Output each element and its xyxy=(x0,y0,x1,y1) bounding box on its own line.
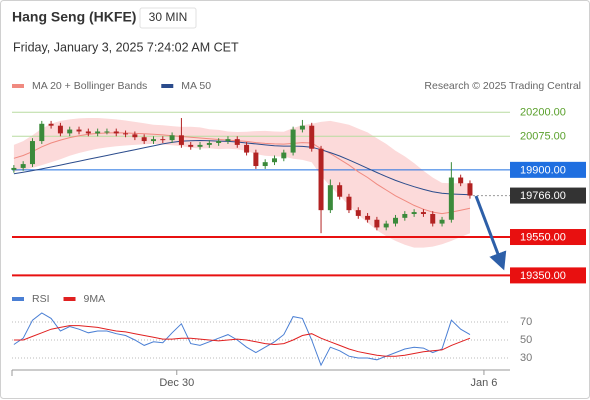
candle-body xyxy=(20,164,26,168)
level-label: 19350.00 xyxy=(520,270,566,282)
candle-body xyxy=(430,213,436,224)
candle-body xyxy=(57,125,63,134)
candle-body xyxy=(150,139,156,142)
candle-body xyxy=(374,219,380,228)
candle-body xyxy=(104,131,110,133)
level-label: 19766.00 xyxy=(520,190,566,202)
candle-body xyxy=(458,177,464,184)
legend-label: MA 50 xyxy=(181,80,211,92)
candle-body xyxy=(141,137,147,142)
title: Hang Seng (HKFE) xyxy=(12,9,136,25)
candle-body xyxy=(123,133,129,135)
level-label: 19900.00 xyxy=(520,164,566,176)
candle-body xyxy=(160,139,166,141)
candle-body xyxy=(95,131,101,134)
candle-body xyxy=(318,148,324,211)
candle-body xyxy=(76,129,82,132)
legend-label: 9MA xyxy=(84,293,106,305)
level-box xyxy=(510,229,586,246)
candle-body xyxy=(309,125,315,149)
candle-body xyxy=(355,210,361,216)
candle-body xyxy=(439,219,445,224)
level-label: 20200.00 xyxy=(520,107,566,119)
candle-body xyxy=(262,162,268,167)
y-tick-label: 50 xyxy=(520,334,532,346)
candle-body xyxy=(197,144,203,147)
bollinger-band xyxy=(13,118,471,248)
legend-swatch xyxy=(161,84,174,88)
candle-body xyxy=(113,131,119,134)
ma-line xyxy=(13,139,471,196)
candle-body xyxy=(178,135,184,145)
candle-body xyxy=(244,144,250,153)
candle-body xyxy=(337,185,343,197)
indicator-line xyxy=(13,312,471,367)
timeframe: 30 MIN xyxy=(149,10,188,24)
candle-body xyxy=(299,125,305,130)
y-tick-label: 70 xyxy=(520,316,532,328)
candle-body xyxy=(281,152,287,159)
candle-body xyxy=(327,185,333,211)
candle-body xyxy=(253,152,259,167)
candle-body xyxy=(402,213,408,218)
legend-label: MA 20 + Bollinger Bands xyxy=(32,80,147,92)
ma-line xyxy=(13,132,471,215)
x-tick-label: Jan 6 xyxy=(470,377,497,389)
candle-body xyxy=(234,139,240,145)
x-tick-label: Dec 30 xyxy=(159,377,194,389)
candle-body xyxy=(188,144,194,147)
candle-body xyxy=(206,142,212,145)
candle-body xyxy=(393,217,399,224)
legend-swatch xyxy=(12,297,24,301)
indicator-line xyxy=(13,325,471,357)
candle-body xyxy=(346,196,352,211)
legend-swatch xyxy=(63,297,76,301)
level-box xyxy=(510,187,586,204)
candle-body xyxy=(225,139,231,142)
candle-body xyxy=(85,131,91,134)
candle-body xyxy=(365,215,371,220)
candle-body xyxy=(448,177,454,220)
candle-body xyxy=(39,123,45,142)
candle-body xyxy=(11,167,17,170)
candle-body xyxy=(420,212,426,214)
candle-body xyxy=(216,141,222,143)
candle-body xyxy=(271,158,277,163)
candle-body xyxy=(411,212,417,214)
candle-body xyxy=(48,123,54,126)
level-label: 19550.00 xyxy=(520,231,566,243)
subtitle: Friday, January 3, 2025 7:24:02 AM CET xyxy=(13,40,239,54)
source: Research © 2025 Trading Central xyxy=(424,80,581,92)
timeframe-box xyxy=(139,7,197,29)
candle-body xyxy=(169,135,175,141)
candle-body xyxy=(467,183,473,196)
level-label: 20075.00 xyxy=(520,131,566,143)
legend-swatch xyxy=(12,84,24,88)
y-tick-label: 30 xyxy=(520,352,532,364)
candle-body xyxy=(67,129,73,134)
legend-label: RSI xyxy=(32,293,50,305)
candle-body xyxy=(383,223,389,228)
level-box xyxy=(510,267,586,284)
forecast-arrow xyxy=(474,195,507,271)
plot: MA 20 + Bollinger Bands MA 50 20200.00 2007… xyxy=(11,80,586,389)
level-box xyxy=(510,161,586,178)
candle-body xyxy=(290,129,296,153)
candle-body xyxy=(132,134,138,138)
candle-body xyxy=(29,141,35,165)
